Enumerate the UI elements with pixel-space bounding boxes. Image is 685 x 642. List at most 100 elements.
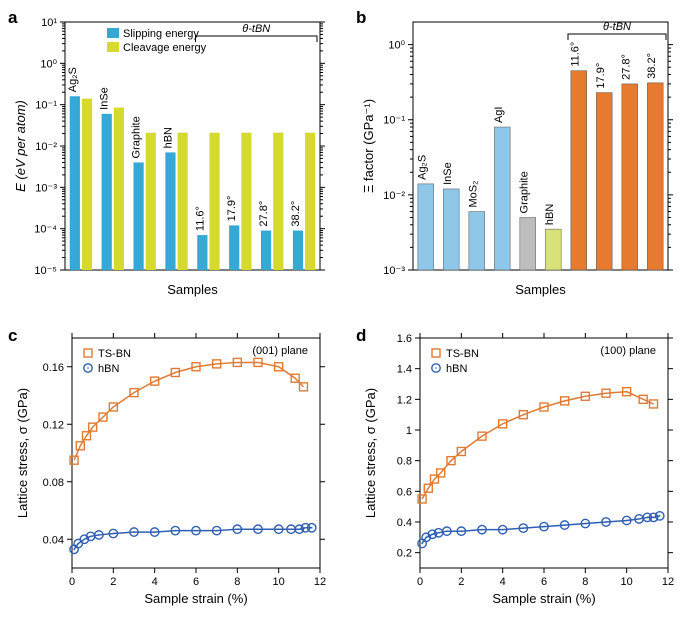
x-axis-title: Sample strain (%)	[144, 591, 247, 606]
y-axis-title: Lattice stress, σ (GPa)	[363, 388, 378, 518]
inset-title: (001) plane	[252, 345, 308, 357]
bar	[647, 83, 663, 270]
legend-label: hBN	[446, 363, 467, 375]
bar	[622, 84, 638, 270]
legend-swatch	[107, 42, 119, 52]
svg-text:8: 8	[234, 576, 240, 588]
svg-text:8: 8	[582, 576, 588, 588]
svg-text:0.4: 0.4	[397, 517, 412, 529]
chart-d: 0246810120.20.40.60.811.21.41.6TS-BNhBN(…	[358, 328, 685, 618]
svg-text:10⁻³: 10⁻³	[383, 265, 405, 277]
legend-swatch	[107, 28, 119, 38]
panel-b-label: b	[356, 8, 366, 28]
category-label: Ag₂S	[67, 67, 79, 92]
svg-text:0.6: 0.6	[397, 486, 412, 498]
svg-text:4: 4	[152, 576, 158, 588]
panel-a: a 10⁻⁵10⁻⁴10⁻³10⁻²10⁻¹10⁰10¹Ag₂SInSeGrap…	[10, 10, 340, 310]
svg-text:10⁻¹: 10⁻¹	[35, 100, 57, 112]
svg-text:0.04: 0.04	[43, 534, 64, 546]
bar-slipping	[133, 162, 143, 270]
bar	[418, 184, 434, 270]
panel-a-label: a	[8, 8, 17, 28]
bar-cleavage	[305, 133, 315, 270]
svg-text:θ-tBN: θ-tBN	[242, 23, 270, 35]
svg-text:0: 0	[69, 576, 75, 588]
bar-cleavage	[241, 133, 251, 270]
svg-text:0.16: 0.16	[43, 362, 64, 374]
svg-text:6: 6	[541, 576, 547, 588]
category-label: 11.6°	[570, 42, 582, 67]
bar	[545, 229, 561, 270]
bar-cleavage	[178, 133, 188, 270]
bar-cleavage	[82, 99, 92, 270]
svg-text:10⁻⁴: 10⁻⁴	[34, 224, 57, 236]
svg-text:10⁻³: 10⁻³	[35, 182, 57, 194]
bar-slipping	[70, 96, 80, 270]
category-label: 38.2°	[646, 53, 658, 79]
bar-slipping	[261, 231, 271, 270]
category-label: MoS₂	[468, 181, 480, 208]
category-label: 17.9°	[226, 196, 238, 222]
x-axis-title: Samples	[167, 282, 218, 297]
chart-a: 10⁻⁵10⁻⁴10⁻³10⁻²10⁻¹10⁰10¹Ag₂SInSeGraphi…	[10, 10, 340, 310]
svg-text:0.8: 0.8	[397, 456, 412, 468]
svg-text:0.2: 0.2	[397, 548, 412, 560]
marker-square	[418, 495, 426, 503]
svg-text:10⁻¹: 10⁻¹	[383, 115, 405, 127]
category-label: Graphite	[519, 171, 531, 213]
y-axis-title: Lattice stress, σ (GPa)	[15, 388, 30, 518]
legend-label: Cleavage energy	[123, 42, 207, 54]
svg-text:10: 10	[621, 576, 633, 588]
bar-cleavage	[209, 133, 219, 270]
bar-slipping	[229, 225, 239, 270]
bar	[520, 217, 536, 270]
bar	[596, 93, 612, 270]
category-label: hBN	[162, 127, 174, 148]
x-axis-title: Sample strain (%)	[492, 591, 595, 606]
series-line	[422, 392, 653, 499]
svg-text:2: 2	[110, 576, 116, 588]
legend-label: hBN	[98, 363, 119, 375]
svg-text:1.4: 1.4	[397, 364, 412, 376]
legend-label: TS-BN	[98, 348, 131, 360]
legend-label: Slipping energy	[123, 28, 199, 40]
bar	[469, 212, 485, 270]
svg-text:1: 1	[406, 425, 412, 437]
panel-c-label: c	[8, 326, 17, 346]
y-axis-title: Ξ factor (GPa⁻¹)	[361, 99, 376, 193]
category-label: 17.9°	[595, 63, 607, 89]
svg-text:10⁰: 10⁰	[388, 40, 405, 52]
bar	[494, 127, 510, 270]
svg-text:10¹: 10¹	[41, 17, 57, 29]
category-label: hBN	[544, 204, 556, 225]
svg-text:4: 4	[500, 576, 506, 588]
chart-c: 0246810120.040.080.120.16TS-BNhBN(001) p…	[10, 328, 340, 618]
svg-text:10⁻²: 10⁻²	[35, 141, 57, 153]
bar-slipping	[165, 152, 175, 270]
svg-text:1.6: 1.6	[397, 333, 412, 345]
category-label: AgI	[493, 107, 505, 124]
category-label: InSe	[99, 87, 111, 110]
bar	[571, 71, 587, 270]
svg-text:10⁻²: 10⁻²	[383, 190, 405, 202]
svg-text:0.08: 0.08	[43, 477, 64, 489]
bar-slipping	[293, 231, 303, 270]
bar-slipping	[102, 114, 112, 270]
bar	[443, 189, 459, 270]
series-line	[74, 362, 303, 460]
bar-cleavage	[273, 133, 283, 270]
svg-text:2: 2	[458, 576, 464, 588]
x-axis-title: Samples	[515, 282, 566, 297]
svg-text:6: 6	[193, 576, 199, 588]
bar-cleavage	[146, 133, 156, 270]
category-label: 11.6°	[194, 206, 206, 231]
panel-d: d 0246810120.20.40.60.811.21.41.6TS-BNhB…	[358, 328, 685, 618]
panel-c: c 0246810120.040.080.120.16TS-BNhBN(001)…	[10, 328, 340, 618]
svg-text:12: 12	[662, 576, 674, 588]
svg-text:10: 10	[273, 576, 285, 588]
panel-d-label: d	[356, 326, 366, 346]
inset-title: (100) plane	[600, 345, 656, 357]
category-label: 27.8°	[621, 54, 633, 80]
svg-text:12: 12	[314, 576, 326, 588]
marker-square	[650, 400, 658, 408]
